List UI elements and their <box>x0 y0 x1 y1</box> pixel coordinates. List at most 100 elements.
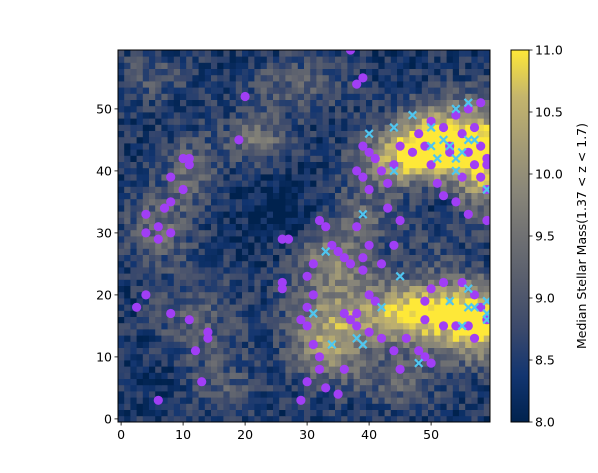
heatmap-cell <box>223 273 230 280</box>
heatmap-cell <box>471 273 478 280</box>
heatmap-cell <box>335 149 342 156</box>
heatmap-cell <box>409 130 416 138</box>
heatmap-cell <box>291 136 299 144</box>
heatmap-cell <box>198 316 206 324</box>
heatmap-cell <box>260 161 268 169</box>
heatmap-cell <box>316 50 323 57</box>
heatmap-cell <box>273 50 280 57</box>
heatmap-cell <box>390 378 398 386</box>
heatmap-cell <box>316 384 323 392</box>
scatter-point-x <box>451 104 461 114</box>
heatmap-cell <box>248 56 255 63</box>
heatmap-cell <box>173 211 181 218</box>
heatmap-cell <box>273 167 280 175</box>
heatmap-cell <box>273 192 280 200</box>
heatmap-cell <box>378 254 385 262</box>
heatmap-cell <box>459 242 466 249</box>
heatmap-cell <box>452 291 460 299</box>
heatmap-cell <box>118 136 125 144</box>
heatmap-cell <box>372 143 379 150</box>
heatmap-cell <box>235 347 243 355</box>
heatmap-cell <box>304 254 311 262</box>
heatmap-cell <box>384 74 392 82</box>
heatmap-cell <box>304 236 311 243</box>
heatmap-cell <box>421 68 429 76</box>
heatmap-cell <box>192 291 199 299</box>
heatmap-cell <box>161 267 168 274</box>
heatmap-cell <box>477 254 485 262</box>
heatmap-cell <box>304 50 311 57</box>
heatmap-cell <box>403 347 410 355</box>
heatmap-cell <box>446 384 454 392</box>
heatmap-cell <box>465 198 472 206</box>
heatmap-cell <box>465 56 472 63</box>
heatmap-cell <box>291 372 299 379</box>
heatmap-cell <box>341 81 348 88</box>
heatmap-cell <box>223 93 230 100</box>
heatmap-cell <box>428 56 435 63</box>
heatmap-cell <box>310 118 317 125</box>
heatmap-cell <box>310 242 317 249</box>
heatmap-cell <box>459 273 466 280</box>
heatmap-cell <box>266 130 274 138</box>
heatmap-cell <box>173 409 181 417</box>
heatmap-cell <box>149 372 156 379</box>
heatmap-cell <box>291 81 299 88</box>
heatmap-cell <box>428 99 435 107</box>
heatmap-cell <box>204 143 212 150</box>
heatmap-cell <box>316 124 323 131</box>
heatmap-cell <box>341 56 348 63</box>
heatmap-cell <box>192 167 199 175</box>
heatmap-cell <box>254 267 261 274</box>
heatmap-cell <box>452 236 460 243</box>
heatmap-cell <box>124 372 131 379</box>
heatmap-cell <box>328 409 336 417</box>
heatmap-cell <box>242 130 249 138</box>
heatmap-cell <box>366 384 373 392</box>
heatmap-cell <box>403 322 410 330</box>
heatmap-cell <box>359 87 367 94</box>
heatmap-cell <box>335 316 342 324</box>
heatmap-cell <box>372 99 379 107</box>
heatmap-cell <box>415 105 423 113</box>
heatmap-cell <box>384 112 392 119</box>
heatmap-cell <box>260 68 268 76</box>
heatmap-cell <box>415 304 423 311</box>
heatmap-cell <box>254 105 261 113</box>
heatmap-cell <box>273 211 280 218</box>
heatmap-cell <box>428 403 435 410</box>
heatmap-cell <box>124 217 131 224</box>
heatmap-cell <box>353 62 361 69</box>
heatmap-cell <box>465 279 472 286</box>
heatmap-cell <box>180 403 187 410</box>
heatmap-cell <box>310 130 317 138</box>
heatmap-cell <box>335 298 342 305</box>
heatmap-cell <box>366 136 373 144</box>
heatmap-cell <box>403 254 410 262</box>
heatmap-cell <box>341 409 348 417</box>
heatmap-cell <box>378 81 385 88</box>
heatmap-cell <box>378 229 385 237</box>
heatmap-cell <box>167 136 175 144</box>
heatmap-cell <box>409 347 416 355</box>
heatmap-cell <box>149 130 156 138</box>
heatmap-cell <box>378 136 385 144</box>
heatmap-cell <box>328 112 336 119</box>
heatmap-cell <box>446 242 454 249</box>
heatmap-cell <box>204 105 212 113</box>
heatmap-cell <box>149 136 156 144</box>
heatmap-cell <box>477 291 485 299</box>
heatmap-cell <box>440 267 447 274</box>
scatter-point-circle <box>203 333 213 343</box>
heatmap-cell <box>155 149 162 156</box>
heatmap-cell <box>155 130 162 138</box>
heatmap-cell <box>155 378 162 386</box>
heatmap-cell <box>155 391 162 398</box>
heatmap-cell <box>204 291 212 299</box>
heatmap-cell <box>142 391 150 398</box>
heatmap-cell <box>118 56 125 63</box>
y-tick-label: 0 <box>104 411 112 426</box>
heatmap-cell <box>477 180 485 187</box>
heatmap-cell <box>465 347 472 355</box>
heatmap-cell <box>397 93 404 100</box>
